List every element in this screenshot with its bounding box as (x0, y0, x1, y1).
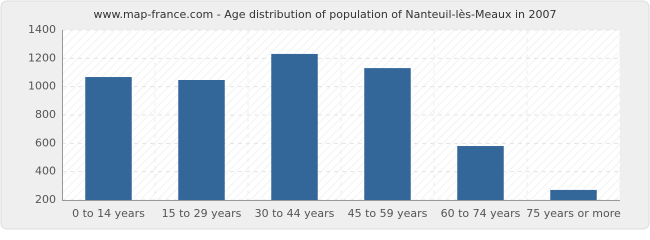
bar (364, 68, 411, 200)
y-tick-label: 800 (35, 108, 56, 121)
y-tick-label: 400 (35, 165, 56, 178)
y-tick-label: 600 (35, 136, 56, 149)
x-tick-label: 0 to 14 years (72, 207, 145, 220)
bar (457, 146, 504, 200)
bar (271, 53, 318, 200)
chart-title: www.map-france.com - Age distribution of… (93, 8, 556, 21)
x-tick-label: 45 to 59 years (348, 207, 428, 220)
y-tick-label: 1000 (28, 80, 56, 93)
x-tick-label: 60 to 74 years (441, 207, 521, 220)
x-tick-label: 30 to 44 years (255, 207, 335, 220)
bar (178, 80, 225, 200)
bar (550, 189, 597, 200)
y-tick-label: 1400 (28, 23, 56, 36)
x-tick-label: 75 years or more (526, 207, 621, 220)
chart: www.map-france.com - Age distribution of… (0, 0, 650, 230)
x-tick-label: 15 to 29 years (162, 207, 242, 220)
y-tick-label: 200 (35, 193, 56, 206)
y-tick-label: 1200 (28, 51, 56, 64)
bar (85, 77, 132, 200)
